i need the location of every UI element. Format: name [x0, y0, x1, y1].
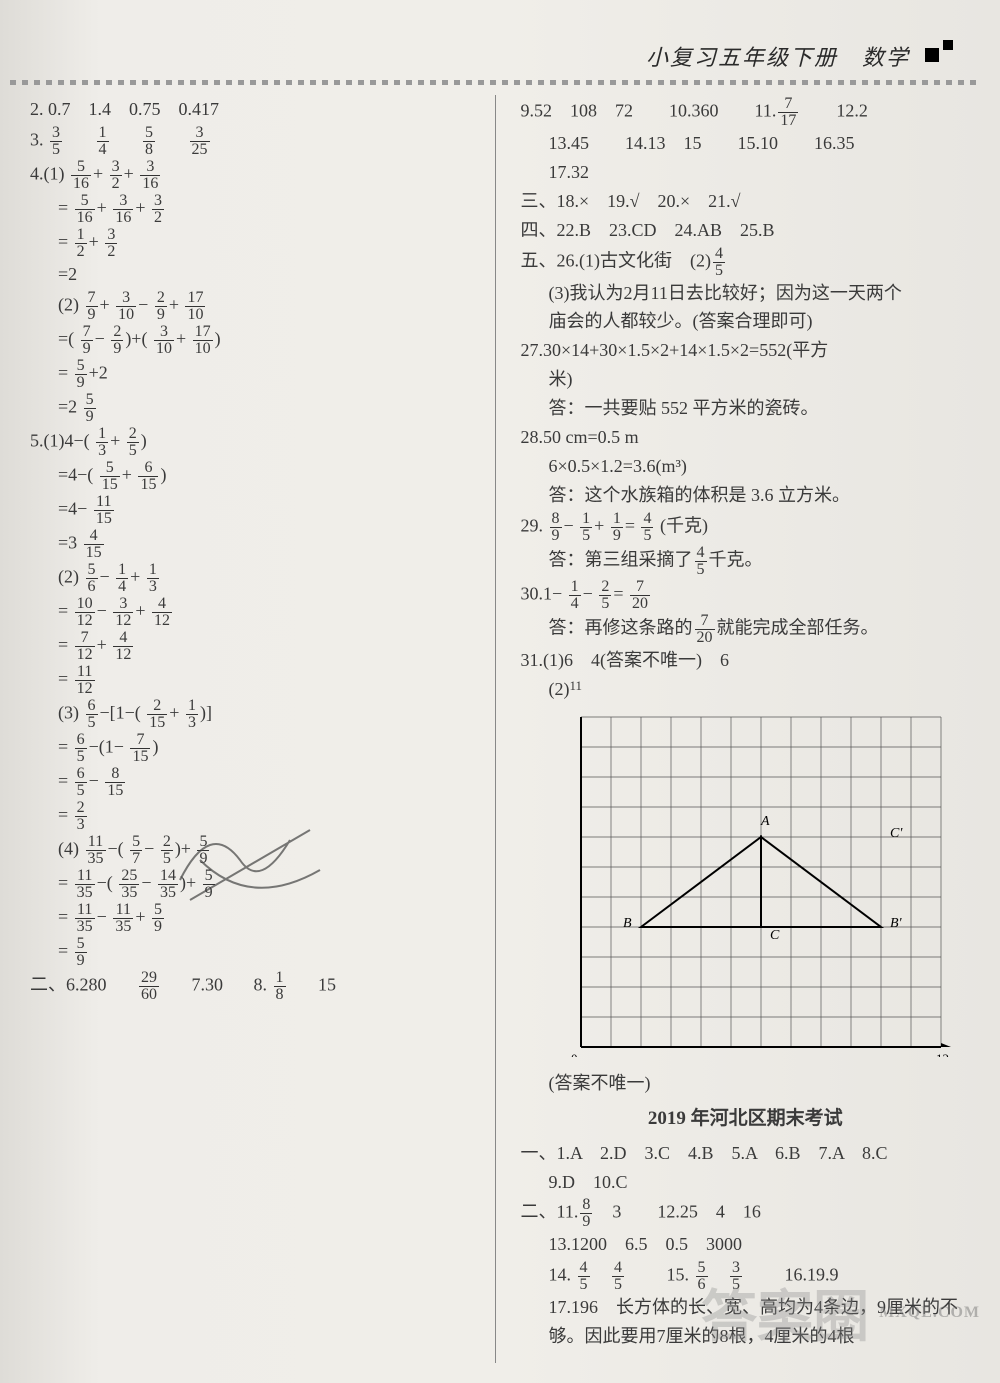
svg-text:B': B': [890, 916, 903, 931]
answer-line: 3. 35 14 58 325: [30, 125, 480, 158]
svg-text:C': C': [890, 826, 903, 841]
answer-line: (2) 56− 14+ 13: [30, 562, 480, 595]
answer-line: 2. 0.7 1.4 0.75 0.417: [30, 96, 480, 124]
work-step: = 65−(1− 715): [30, 732, 480, 765]
answer-line: 27.30×14+30×1.5×2+14×1.5×2=552(平方: [521, 337, 971, 365]
label: 3.: [30, 130, 44, 150]
answer-line: 13.45 14.13 15 15.10 16.35: [521, 130, 971, 158]
watermark: 答案圈 MXQE.COM: [701, 1272, 980, 1353]
work-step: =3 415: [30, 528, 480, 561]
work-step: =( 79− 29)+( 310+ 1710): [30, 324, 480, 357]
svg-text:12: 12: [936, 1051, 949, 1057]
divider-line: [10, 80, 980, 85]
answer-line: 17.32: [521, 159, 971, 187]
answer-line: (3) 65−[1−( 215+ 13)]: [30, 698, 480, 731]
right-column: 9.52 108 72 10.360 11.717 12.2 13.45 14.…: [495, 95, 971, 1363]
watermark-url: MXQE.COM: [879, 1304, 980, 1322]
answer-line: 13.1200 6.5 0.5 3000: [521, 1231, 971, 1259]
fraction: 325: [190, 125, 210, 158]
answer-line: 答：再修这条路的720就能完成全部任务。: [521, 613, 971, 646]
content-columns: 2. 0.7 1.4 0.75 0.417 3. 35 14 58 325 4.…: [30, 95, 970, 1363]
watermark-text: 答案圈: [701, 1272, 869, 1353]
answer-line: 9.52 108 72 10.360 11.717 12.2: [521, 96, 971, 129]
answer-line: 答：一共要贴 552 平方米的瓷砖。: [521, 395, 971, 423]
work-step: = 65− 815: [30, 766, 480, 799]
answer-line: (2)11: [521, 676, 971, 704]
page: 小复习五年级下册 数学 2. 0.7 1.4 0.75 0.417 3. 35 …: [0, 0, 1000, 1383]
page-title: 小复习五年级下册 数学: [646, 40, 910, 72]
label: (2): [58, 566, 79, 586]
answer-line: 9.D 10.C: [521, 1169, 971, 1197]
answer-line: 五、26.(1)古文化街 (2)45: [521, 246, 971, 279]
answer-line: 29. 89− 15+ 19= 45 (千克): [521, 511, 971, 544]
answer-line: 答：第三组采摘了45千克。: [521, 545, 971, 578]
fraction: 35: [50, 125, 62, 158]
svg-text:C: C: [770, 928, 780, 943]
answer-line: 5.(1)4−( 13+ 25): [30, 426, 480, 459]
svg-text:A: A: [760, 814, 770, 829]
work-step: = 59+2: [30, 358, 480, 391]
work-step: = 516+ 316+ 32: [30, 193, 480, 226]
label: (4): [58, 838, 79, 858]
work-step: =2 59: [30, 392, 480, 425]
work-step: = 12+ 32: [30, 227, 480, 260]
answer-line: 四、22.B 23.CD 24.AB 25.B: [521, 217, 971, 245]
header-decoration: [925, 40, 970, 65]
answer-line: 二、6.280 2960 7.30 8. 18 15: [30, 970, 480, 1003]
work-step: = 1012− 312+ 412: [30, 596, 480, 629]
svg-text:0: 0: [571, 1051, 578, 1057]
answer-line: 庙会的人都较少。(答案合理即可): [521, 308, 971, 336]
label: (3): [58, 702, 79, 722]
answer-line: 三、18.× 19.√ 20.× 21.√: [521, 188, 971, 216]
handwriting-scribble: [170, 800, 330, 920]
answer-line: (答案不唯一): [521, 1070, 971, 1098]
exam-title: 2019 年河北区期末考试: [521, 1104, 971, 1133]
work-step: = 59: [30, 936, 480, 969]
answer-line: 6×0.5×1.2=3.6(m³): [521, 453, 971, 481]
work-step: = 712+ 412: [30, 630, 480, 663]
answer-line: 30.1− 14− 25= 720: [521, 579, 971, 612]
answer-line: 二、11.89 3 12.25 4 16: [521, 1197, 971, 1230]
answer-line: (3)我认为2月11日去比较好；因为这一天两个: [521, 280, 971, 308]
svg-text:B: B: [623, 916, 632, 931]
answer-line: 答：这个水族箱的体积是 3.6 立方米。: [521, 482, 971, 510]
answer-line: 31.(1)6 4(答案不唯一) 6: [521, 647, 971, 675]
fraction: 14: [97, 125, 109, 158]
answer-line: 米): [521, 366, 971, 394]
work-step: =2: [30, 261, 480, 289]
work-step: =4−( 515+ 615): [30, 460, 480, 493]
answer-line: (2) 79+ 310− 29+ 1710: [30, 290, 480, 323]
left-column: 2. 0.7 1.4 0.75 0.417 3. 35 14 58 325 4.…: [30, 95, 495, 1363]
answer-line: 4.(1) 516+ 32+ 316: [30, 159, 480, 192]
coordinate-graph: A B C B' C' 0 12: [571, 707, 971, 1066]
work-step: =4− 1115: [30, 494, 480, 527]
answer-line: 一、1.A 2.D 3.C 4.B 5.A 6.B 7.A 8.C: [521, 1140, 971, 1168]
label: (2): [58, 294, 79, 314]
label: 4.(1): [30, 164, 65, 184]
answer-line: 28.50 cm=0.5 m: [521, 424, 971, 452]
fraction: 58: [143, 125, 155, 158]
work-step: = 1112: [30, 664, 480, 697]
label: 5.(1)4−(: [30, 430, 90, 450]
